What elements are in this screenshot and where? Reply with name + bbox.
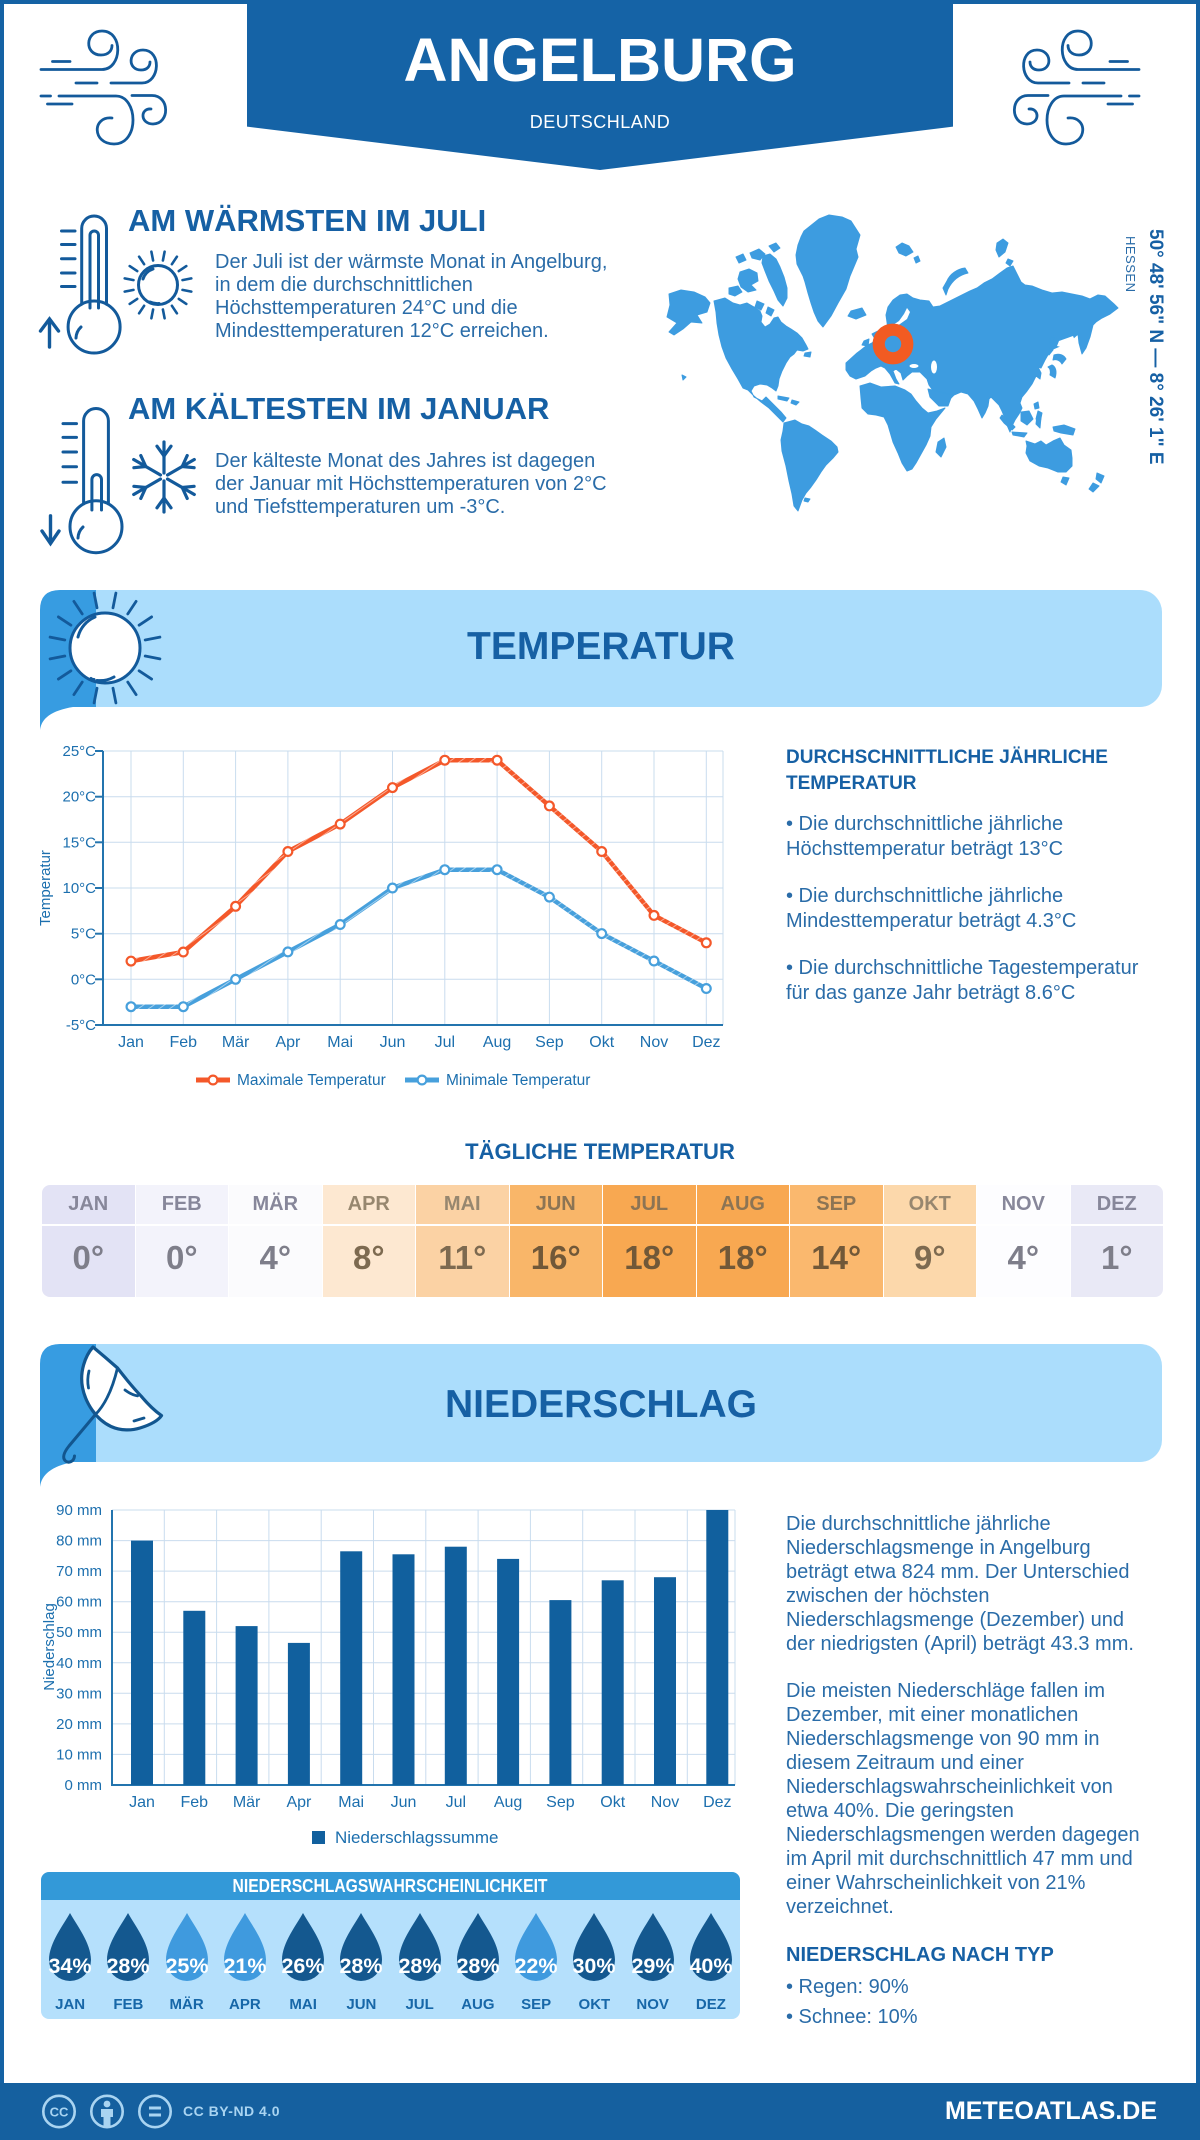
svg-text:28%: 28%: [456, 1954, 499, 1978]
svg-text:Nov: Nov: [640, 1034, 668, 1051]
svg-text:Apr: Apr: [286, 1794, 312, 1811]
svg-text:Maximale Temperatur: Maximale Temperatur: [237, 1072, 386, 1089]
svg-text:Jan: Jan: [118, 1034, 144, 1051]
svg-text:Mai: Mai: [327, 1034, 353, 1051]
svg-text:Mai: Mai: [338, 1794, 364, 1811]
svg-text:26%: 26%: [282, 1954, 325, 1978]
svg-text:Aug: Aug: [483, 1034, 511, 1051]
svg-text:Apr: Apr: [275, 1034, 301, 1051]
svg-text:Jul: Jul: [446, 1794, 466, 1811]
svg-text:25°C: 25°C: [62, 743, 96, 760]
svg-text:Jun: Jun: [391, 1794, 417, 1811]
svg-text:Okt: Okt: [589, 1034, 614, 1051]
svg-text:30%: 30%: [573, 1954, 616, 1978]
svg-text:Feb: Feb: [170, 1034, 198, 1051]
svg-text:0 mm: 0 mm: [65, 1777, 103, 1794]
svg-text:Dez: Dez: [692, 1034, 720, 1051]
svg-text:Sep: Sep: [535, 1034, 564, 1051]
svg-text:Mär: Mär: [233, 1794, 261, 1811]
svg-text:80 mm: 80 mm: [56, 1533, 102, 1550]
svg-text:15°C: 15°C: [62, 834, 96, 851]
svg-text:0°C: 0°C: [71, 971, 96, 988]
svg-text:Okt: Okt: [600, 1794, 625, 1811]
svg-text:Mär: Mär: [222, 1034, 250, 1051]
svg-text:34%: 34%: [49, 1954, 92, 1978]
svg-text:30 mm: 30 mm: [56, 1685, 102, 1702]
svg-text:21%: 21%: [223, 1954, 266, 1978]
svg-text:CC: CC: [50, 2105, 69, 2120]
svg-text:25%: 25%: [165, 1954, 208, 1978]
svg-text:90 mm: 90 mm: [56, 1502, 102, 1519]
svg-text:60 mm: 60 mm: [56, 1594, 102, 1611]
svg-text:5°C: 5°C: [71, 926, 96, 943]
svg-text:40%: 40%: [689, 1954, 732, 1978]
svg-text:29%: 29%: [631, 1954, 674, 1978]
svg-text:Jun: Jun: [380, 1034, 406, 1051]
svg-text:Jan: Jan: [129, 1794, 155, 1811]
svg-text:20°C: 20°C: [62, 789, 96, 806]
svg-text:Aug: Aug: [494, 1794, 522, 1811]
svg-text:Sep: Sep: [546, 1794, 575, 1811]
svg-text:-5°C: -5°C: [66, 1017, 96, 1034]
svg-text:Niederschlagssumme: Niederschlagssumme: [335, 1828, 498, 1847]
svg-text:40 mm: 40 mm: [56, 1655, 102, 1672]
svg-text:10 mm: 10 mm: [56, 1746, 102, 1763]
svg-text:20 mm: 20 mm: [56, 1716, 102, 1733]
svg-text:Minimale Temperatur: Minimale Temperatur: [446, 1072, 590, 1089]
svg-text:Feb: Feb: [181, 1794, 209, 1811]
svg-text:Niederschlag: Niederschlag: [41, 1603, 58, 1691]
svg-text:Dez: Dez: [703, 1794, 731, 1811]
svg-text:70 mm: 70 mm: [56, 1563, 102, 1580]
svg-text:28%: 28%: [340, 1954, 383, 1978]
svg-text:Jul: Jul: [435, 1034, 455, 1051]
svg-text:28%: 28%: [398, 1954, 441, 1978]
svg-text:Temperatur: Temperatur: [37, 850, 54, 926]
svg-text:28%: 28%: [107, 1954, 150, 1978]
svg-text:Nov: Nov: [651, 1794, 679, 1811]
svg-text:50 mm: 50 mm: [56, 1624, 102, 1641]
svg-text:22%: 22%: [515, 1954, 558, 1978]
svg-text:10°C: 10°C: [62, 880, 96, 897]
